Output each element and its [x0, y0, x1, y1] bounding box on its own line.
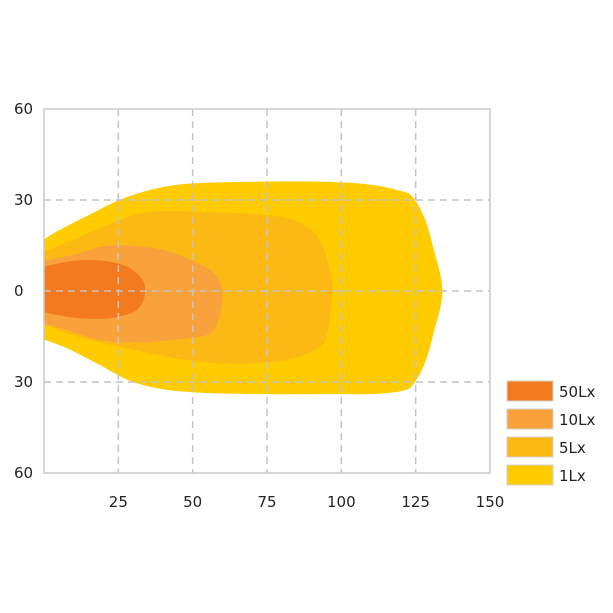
x-tick-label: 125 — [401, 493, 430, 511]
legend-label-1lx: 1Lx — [559, 467, 586, 485]
legend-swatch-10lx — [506, 408, 554, 430]
x-tick-label: 100 — [327, 493, 356, 511]
area-layers — [44, 181, 443, 395]
legend-label-10lx: 10Lx — [559, 411, 595, 429]
legend: 50Lx 10Lx 5Lx 1Lx — [506, 380, 595, 486]
x-tick-label: 150 — [476, 493, 505, 511]
legend-label-5lx: 5Lx — [559, 439, 586, 457]
legend-swatch-50lx — [506, 380, 554, 402]
legend-swatch-1lx — [506, 464, 554, 486]
x-axis-ticks: 25 50 75 100 125 150 — [109, 493, 505, 511]
y-tick-label: 30 — [14, 373, 33, 391]
x-tick-label: 25 — [109, 493, 128, 511]
plot-border — [43, 108, 491, 474]
legend-label-50lx: 50Lx — [559, 383, 595, 401]
x-tick-label: 75 — [257, 493, 276, 511]
y-tick-label: 60 — [14, 100, 33, 118]
x-tick-label: 50 — [183, 493, 202, 511]
y-tick-label: 30 — [14, 191, 33, 209]
y-tick-label: 0 — [14, 282, 24, 300]
y-tick-label: 60 — [14, 464, 33, 482]
y-axis-ticks: 60 30 0 30 60 — [14, 100, 33, 482]
area-50lx — [44, 259, 146, 319]
grid-lines — [44, 109, 490, 473]
legend-swatch-5lx — [506, 436, 554, 458]
